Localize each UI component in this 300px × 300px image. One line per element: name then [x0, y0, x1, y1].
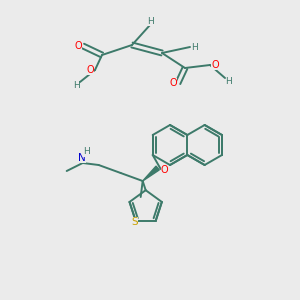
Text: O: O — [86, 65, 94, 75]
Text: O: O — [211, 60, 219, 70]
Text: H: H — [83, 148, 90, 157]
Text: O: O — [169, 78, 177, 88]
Text: S: S — [131, 217, 138, 227]
Text: O: O — [161, 165, 169, 175]
Text: H: H — [190, 43, 197, 52]
Text: O: O — [74, 41, 82, 51]
Text: N: N — [78, 153, 86, 163]
Text: H: H — [73, 80, 80, 89]
Text: H: H — [147, 16, 153, 26]
Polygon shape — [143, 166, 159, 181]
Text: H: H — [226, 76, 232, 85]
